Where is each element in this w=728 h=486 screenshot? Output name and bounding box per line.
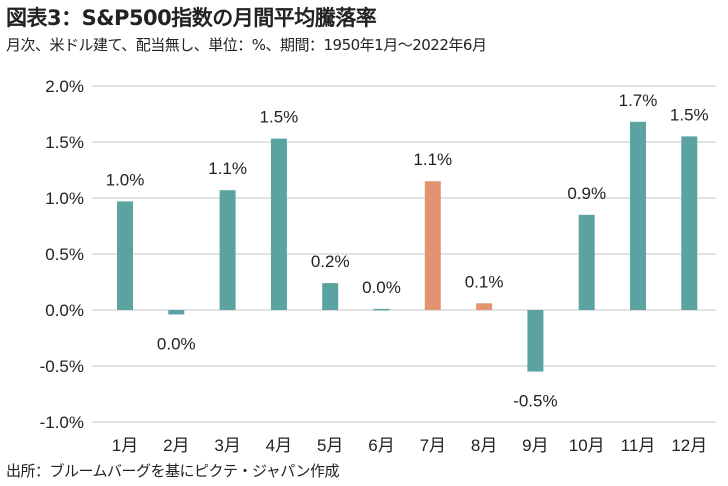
- bar-2: [168, 310, 185, 315]
- bar-7: [424, 181, 441, 310]
- bar-3: [219, 190, 236, 310]
- source-note: 出所：ブルームバーグを基にピクテ・ジャパン作成: [6, 462, 340, 480]
- data-label: -0.5%: [513, 392, 557, 411]
- x-tick-label: 12月: [671, 436, 707, 455]
- data-label: 0.0%: [157, 334, 196, 353]
- y-tick-label: 0.0%: [45, 301, 84, 320]
- y-tick-label: -0.5%: [40, 357, 84, 376]
- x-tick-label: 3月: [214, 436, 240, 455]
- bar-6: [373, 308, 390, 311]
- data-label: 1.1%: [208, 159, 247, 178]
- x-tick-label: 1月: [112, 436, 138, 455]
- x-tick-label: 9月: [522, 436, 548, 455]
- data-label: 0.0%: [362, 278, 401, 297]
- chart-title: 図表3：S&P500指数の月間平均騰落率: [6, 6, 377, 30]
- data-label: 0.9%: [567, 184, 606, 203]
- x-tick-label: 2月: [163, 436, 189, 455]
- x-tick-label: 10月: [569, 436, 605, 455]
- data-label: 1.5%: [260, 108, 299, 127]
- x-tick-label: 4月: [266, 436, 292, 455]
- bar-1: [117, 201, 133, 310]
- bar-9: [527, 310, 544, 372]
- x-tick-label: 8月: [471, 436, 497, 455]
- bar-12: [681, 136, 698, 310]
- x-tick-label: 6月: [368, 436, 394, 455]
- y-tick-label: 2.0%: [45, 77, 84, 96]
- data-label: 0.2%: [311, 252, 350, 271]
- bar-8: [476, 303, 493, 310]
- data-label: 1.0%: [106, 170, 145, 189]
- x-tick-label: 11月: [621, 436, 656, 455]
- bar-4: [270, 138, 287, 310]
- bar-10: [578, 214, 595, 310]
- x-tick-label: 7月: [420, 436, 446, 455]
- bar-5: [322, 283, 339, 310]
- chart-subtitle: 月次、米ドル建て、配当無し、単位：%、期間：1950年1月～2022年6月: [6, 36, 487, 54]
- bar-11: [630, 121, 646, 310]
- y-tick-label: 1.5%: [45, 133, 84, 152]
- data-label: 1.1%: [413, 150, 452, 169]
- y-tick-label: 0.5%: [45, 245, 84, 264]
- data-label: 0.1%: [465, 272, 504, 291]
- x-tick-label: 5月: [317, 436, 343, 455]
- data-label: 1.7%: [619, 91, 658, 110]
- y-tick-label: 1.0%: [45, 189, 84, 208]
- data-label: 1.5%: [670, 105, 709, 124]
- y-tick-label: -1.0%: [40, 413, 84, 432]
